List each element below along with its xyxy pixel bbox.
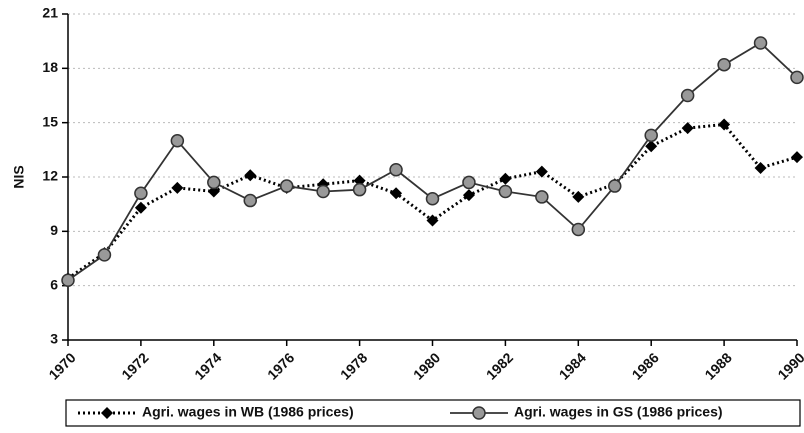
x-tick-label: 1978 — [337, 349, 370, 382]
marker — [754, 161, 767, 174]
marker — [243, 193, 257, 208]
marker — [390, 187, 403, 200]
x-tick-label: 1990 — [774, 349, 804, 382]
marker — [681, 122, 694, 135]
y-tick-label: 3 — [50, 331, 58, 347]
x-tick-label: 1976 — [264, 349, 297, 382]
marker — [462, 175, 476, 190]
marker — [644, 128, 658, 143]
x-tick-label: 1988 — [701, 349, 734, 382]
marker — [718, 118, 731, 131]
marker — [101, 407, 113, 419]
marker — [97, 248, 112, 262]
marker — [207, 185, 220, 198]
marker — [535, 165, 548, 178]
series-line — [67, 41, 798, 281]
marker — [535, 190, 549, 204]
marker — [790, 70, 804, 85]
marker — [171, 181, 184, 194]
marker — [717, 57, 731, 72]
marker — [316, 184, 330, 199]
marker — [498, 184, 513, 199]
marker — [571, 222, 586, 237]
marker — [753, 36, 768, 50]
x-tick-label: 1986 — [629, 349, 662, 382]
marker — [645, 140, 658, 153]
marker — [572, 190, 585, 203]
marker — [608, 179, 622, 193]
marker — [353, 174, 366, 187]
y-axis-label: NIS — [11, 165, 27, 188]
marker — [134, 201, 147, 214]
marker — [791, 151, 803, 164]
marker — [680, 88, 695, 103]
legend-box — [65, 399, 801, 427]
marker — [61, 273, 75, 287]
y-tick-label: 9 — [50, 222, 58, 238]
y-tick-label: 18 — [42, 59, 58, 75]
x-tick-label: 1980 — [410, 349, 443, 382]
x-tick-label: 1972 — [118, 349, 151, 382]
marker — [426, 214, 439, 227]
x-tick-label: 1982 — [483, 349, 516, 382]
y-tick-label: 12 — [42, 168, 58, 184]
x-tick-label: 1984 — [556, 349, 589, 382]
marker — [279, 179, 294, 193]
legend-label: Agri. wages in GS (1986 prices) — [514, 404, 723, 420]
marker — [389, 163, 403, 177]
marker — [425, 191, 440, 206]
y-tick-label: 6 — [50, 276, 58, 292]
marker — [472, 406, 486, 420]
legend-label: Agri. wages in WB (1986 prices) — [142, 404, 354, 420]
marker — [170, 134, 185, 148]
y-tick-label: 21 — [42, 5, 58, 21]
marker — [499, 172, 512, 185]
marker — [352, 182, 367, 197]
marker — [462, 189, 475, 202]
x-tick-label: 1974 — [191, 349, 224, 382]
marker — [207, 175, 221, 190]
y-tick-label: 15 — [42, 113, 58, 129]
marker — [244, 169, 257, 182]
marker — [134, 186, 148, 201]
x-tick-label: 1970 — [45, 349, 78, 382]
